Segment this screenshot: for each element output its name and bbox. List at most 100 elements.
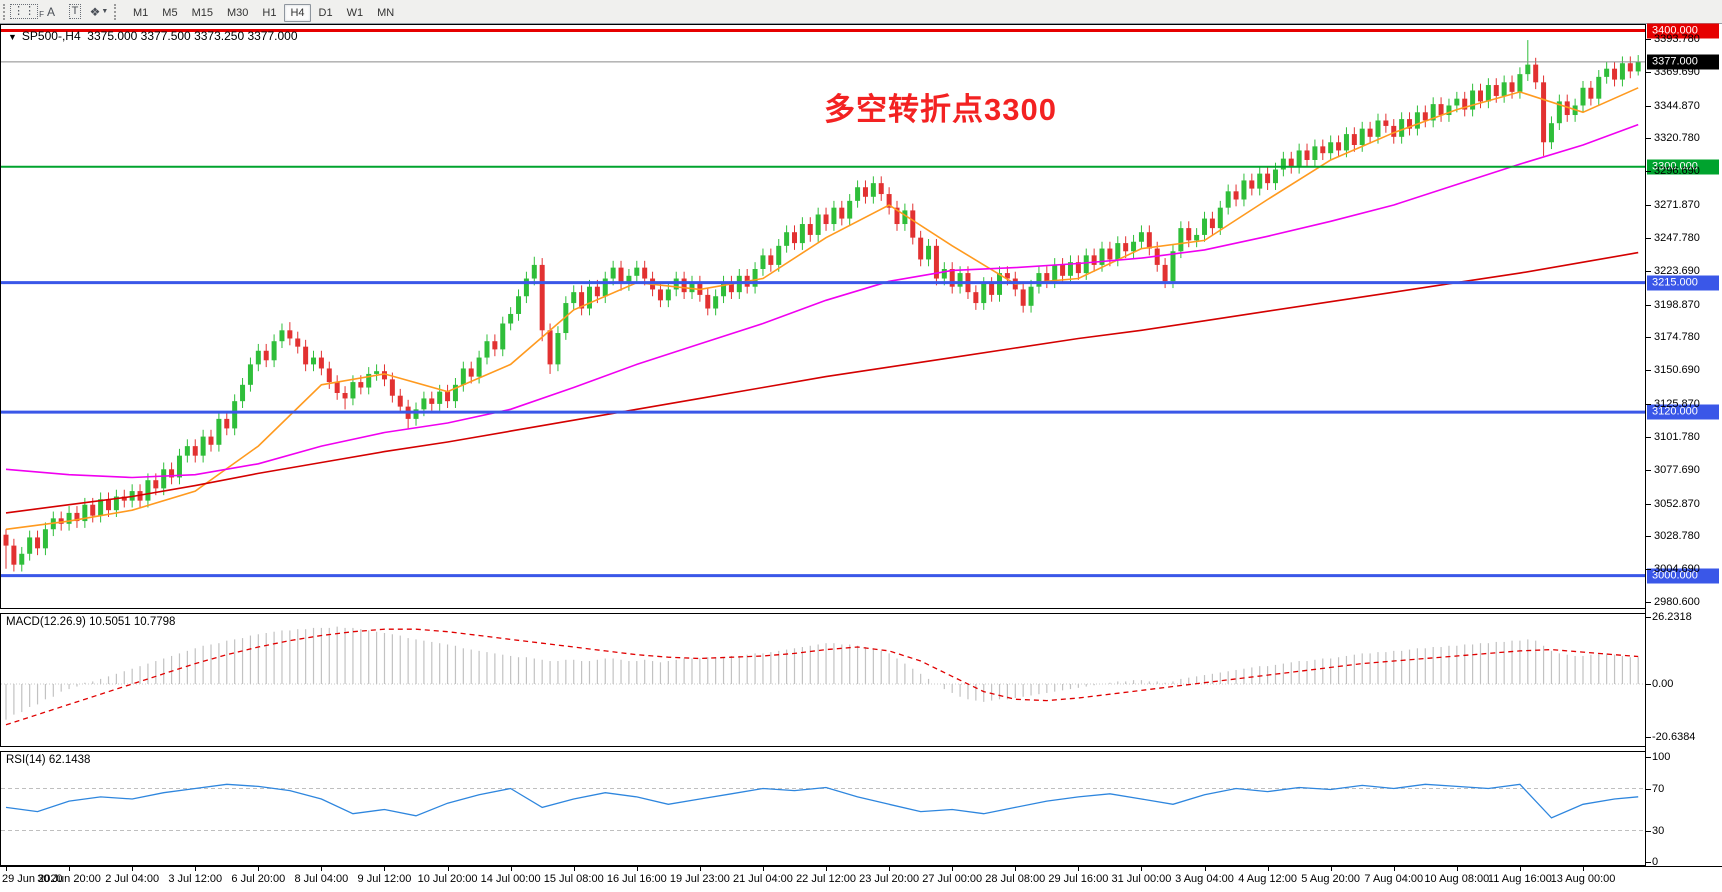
- candle-body: [1020, 289, 1026, 306]
- candle-body: [1580, 87, 1586, 106]
- candle-body: [1123, 243, 1129, 252]
- macd-tick-label: 0.00: [1652, 678, 1674, 690]
- main-chart-panel[interactable]: [3, 40, 1641, 572]
- candle-body: [1477, 90, 1483, 102]
- time-tick-mark: [510, 867, 512, 871]
- candle-body: [1399, 119, 1405, 137]
- candle-body: [247, 364, 253, 385]
- price-tick-label: 3393.780: [1654, 33, 1700, 46]
- time-label: 9 Jul 12:00: [357, 873, 412, 885]
- candle-body: [1367, 128, 1373, 137]
- time-label: 23 Jul 20:00: [859, 873, 920, 885]
- macd-panel[interactable]: [1, 626, 1645, 726]
- annotation-text[interactable]: 多空转折点3300: [824, 92, 1057, 127]
- candle-body: [1320, 146, 1326, 154]
- candle-body: [3, 534, 9, 546]
- time-label: 29 Jul 16:00: [1048, 873, 1109, 885]
- candle-body: [626, 275, 632, 284]
- candle-body: [594, 286, 600, 297]
- candle-body: [1635, 61, 1641, 72]
- text-label-icon[interactable]: A: [39, 2, 63, 22]
- candle-body: [397, 395, 403, 407]
- time-tick-mark: [1078, 867, 1080, 871]
- ma-mid-line[interactable]: [5, 123, 1639, 479]
- timeframe-button-w1[interactable]: W1: [346, 6, 364, 19]
- candle-body: [90, 504, 96, 516]
- candle-body: [1075, 262, 1081, 274]
- price-tick-mark: [1646, 569, 1651, 571]
- candle-body: [421, 398, 427, 410]
- ma-slow-line[interactable]: [5, 251, 1639, 514]
- timeframe-button-d1[interactable]: D1: [318, 6, 333, 19]
- timeframe-button-m1[interactable]: M1: [133, 6, 149, 19]
- rsi-value: 62.1438: [48, 754, 91, 766]
- ma-fast-line[interactable]: [5, 87, 1639, 531]
- candle-body: [847, 200, 853, 219]
- candle-body: [240, 384, 246, 402]
- candle-body: [547, 330, 553, 365]
- timeframe-button-m5[interactable]: M5: [162, 6, 178, 19]
- time-tick-mark: [195, 867, 197, 871]
- candle-body: [374, 371, 380, 374]
- rsi-tick-mark: [1646, 830, 1651, 832]
- time-tick-mark: [69, 867, 71, 871]
- shapes-icon[interactable]: ❖ ▼: [87, 2, 111, 22]
- text-box-icon[interactable]: T: [63, 2, 87, 22]
- timeframe-button-mn[interactable]: MN: [377, 6, 395, 19]
- timeframe-button-h4[interactable]: H4: [284, 3, 311, 22]
- price-tick-label: 3174.780: [1654, 331, 1700, 344]
- candle-body: [1588, 87, 1594, 99]
- candle-body: [1612, 68, 1618, 80]
- candle-body: [1470, 90, 1476, 110]
- candle-body: [1541, 82, 1547, 143]
- price-tick-label: 3247.780: [1654, 231, 1700, 244]
- candle-body: [66, 512, 72, 524]
- candle-body: [768, 255, 774, 265]
- timeframe-button-m15[interactable]: M15: [191, 6, 213, 19]
- text-label-glyph: A: [46, 4, 55, 19]
- candle-body: [705, 294, 711, 309]
- candle-body: [1351, 134, 1357, 145]
- candle-body: [484, 341, 490, 358]
- chart-title-symbol: SP500-,H4: [21, 29, 81, 43]
- price-badge-3120: 3120.000: [1647, 404, 1719, 420]
- candle-body: [169, 469, 175, 478]
- candle-body: [1296, 150, 1302, 167]
- macd-tick-mark: [1646, 736, 1651, 738]
- candle-body: [799, 224, 805, 244]
- candle-body: [918, 237, 924, 260]
- price-tick-mark: [1646, 602, 1651, 603]
- fibonacci-grid-icon[interactable]: ⋮⋮ F: [10, 2, 44, 22]
- rsi-line[interactable]: [5, 783, 1639, 819]
- rsi-panel[interactable]: [1, 783, 1645, 831]
- candle-body: [1493, 85, 1499, 96]
- price-tick-label: 3296.690: [1654, 165, 1700, 178]
- candle-body: [1131, 241, 1137, 252]
- candle-body: [1067, 262, 1073, 276]
- candle-body: [1604, 68, 1610, 77]
- price-tick-mark: [1646, 39, 1651, 41]
- chart-title[interactable]: ▼ SP500-,H4 3375.000 3377.500 3373.250 33…: [8, 29, 298, 43]
- candle-body: [634, 267, 640, 276]
- time-label: 10 Jul 20:00: [417, 873, 478, 885]
- symbol-dropdown-icon[interactable]: ▼: [8, 32, 17, 42]
- candle-body: [523, 278, 529, 297]
- candle-body: [311, 357, 317, 365]
- time-tick-mark: [6, 867, 7, 871]
- toolbar-grip[interactable]: [3, 3, 12, 20]
- dropdown-caret-icon[interactable]: ▼: [101, 8, 109, 15]
- shapes-glyph: ❖: [89, 4, 101, 19]
- price-tick-mark: [1646, 270, 1651, 272]
- toolbar-grip-2[interactable]: [114, 3, 123, 20]
- timeframe-button-h1[interactable]: H1: [262, 6, 277, 19]
- candle-body: [263, 350, 269, 361]
- candle-body: [1028, 286, 1034, 306]
- candle-body: [1407, 119, 1413, 129]
- timeframe-button-m30[interactable]: M30: [226, 6, 249, 19]
- rsi-name: RSI(14): [6, 754, 46, 766]
- rsi-tick-label: 70: [1652, 782, 1665, 795]
- candle-body: [1312, 146, 1318, 160]
- candle-body: [153, 480, 159, 489]
- candle-body: [295, 338, 301, 347]
